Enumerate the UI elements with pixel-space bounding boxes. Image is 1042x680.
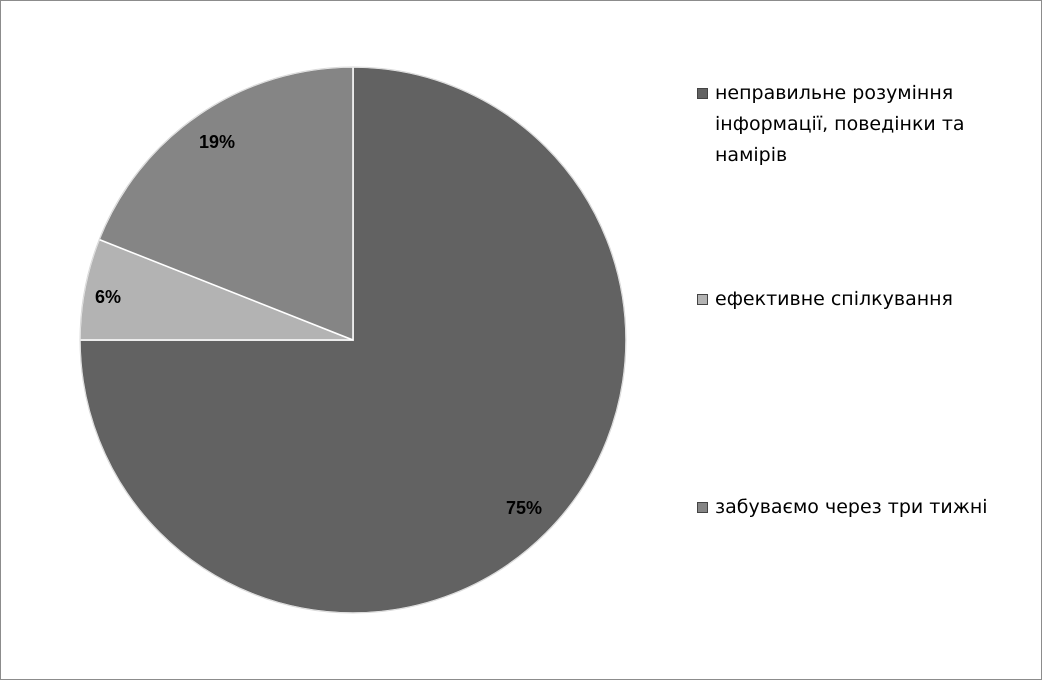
legend-swatch: [697, 502, 708, 513]
pie-value-labels: 75% 6% 19%: [95, 132, 542, 518]
legend-label: ефективне спілкування: [715, 288, 953, 310]
legend-label: неправильне розуміння інформації, поведі…: [715, 82, 965, 166]
legend-swatch: [697, 88, 708, 99]
pie-value-label: 19%: [199, 132, 235, 152]
pie-value-label: 75%: [506, 498, 542, 518]
pie-value-label: 6%: [95, 287, 121, 307]
legend-swatch: [697, 294, 708, 305]
pie-slices: [79, 66, 627, 614]
legend-label: забуваємо через три тижні: [715, 496, 988, 518]
pie-outline: [79, 66, 627, 614]
